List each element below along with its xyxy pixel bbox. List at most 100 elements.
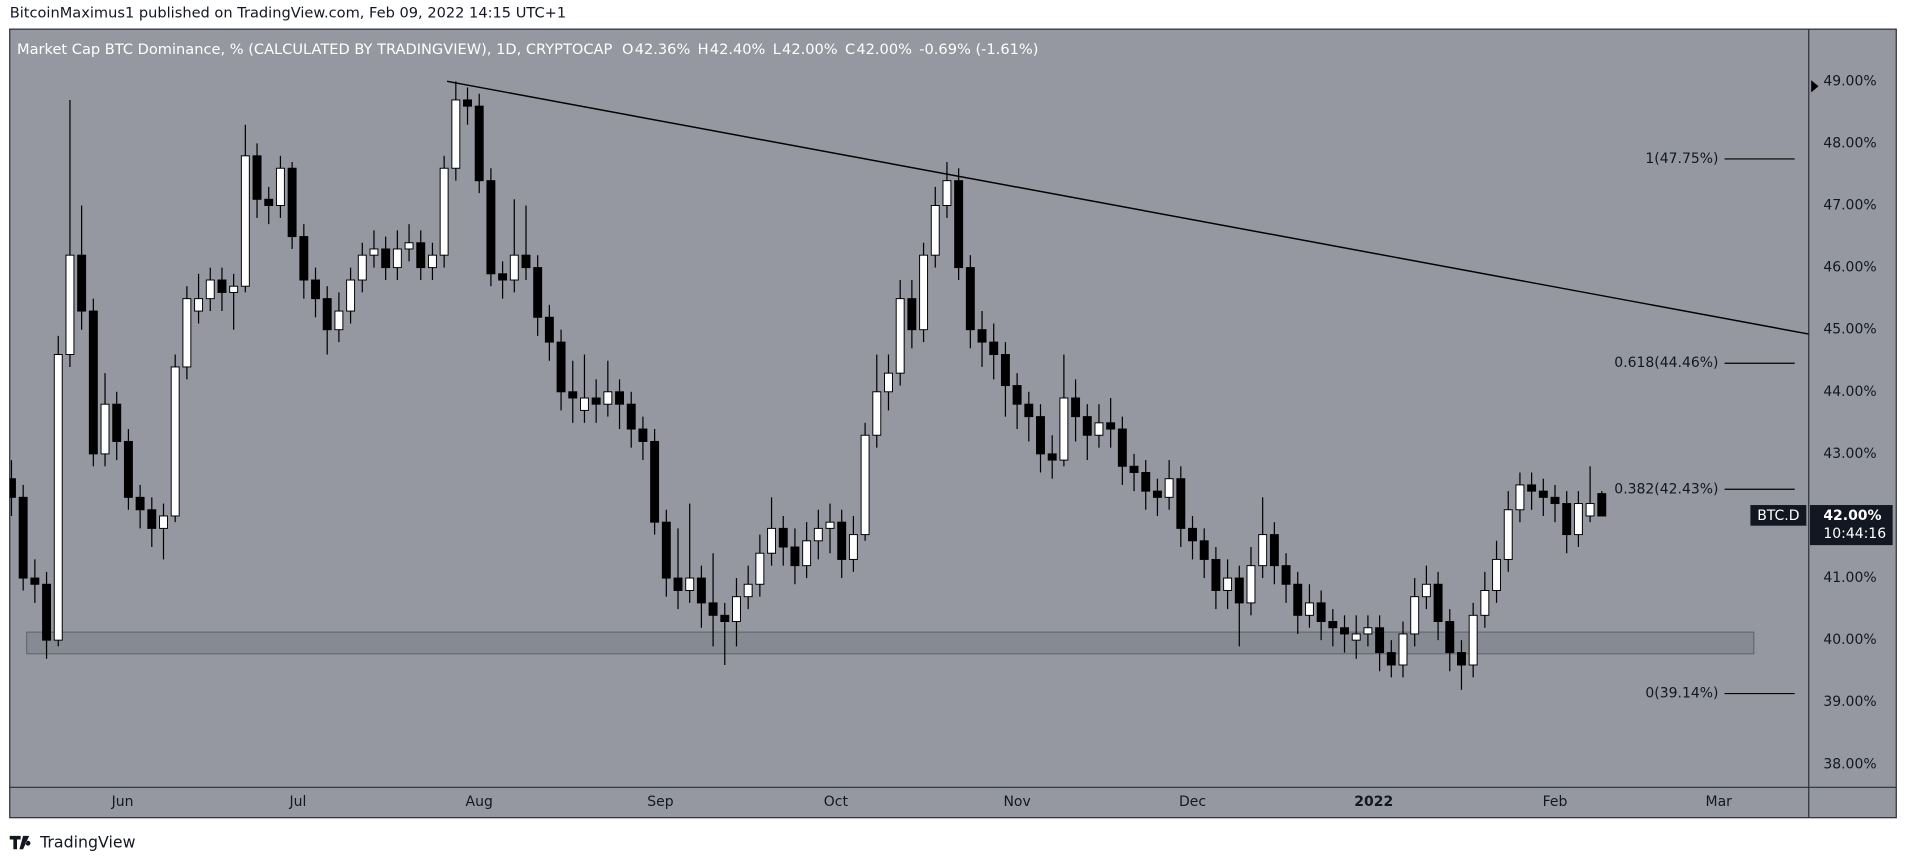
candle-body xyxy=(1538,490,1548,498)
candle-body xyxy=(778,527,788,548)
candle-body xyxy=(732,596,741,623)
candle-body xyxy=(907,298,917,331)
candle-body xyxy=(322,298,332,331)
candle-body xyxy=(1176,478,1186,529)
chart-panel xyxy=(9,28,1897,819)
candle-body xyxy=(1223,577,1233,591)
candle-body xyxy=(790,546,800,567)
candle-body xyxy=(65,254,75,356)
candle-body xyxy=(1036,416,1045,455)
candle-body xyxy=(661,521,671,579)
candle-body xyxy=(965,267,975,331)
y-tick-label: 49.00% xyxy=(1823,73,1876,89)
y-tick-label: 48.00% xyxy=(1823,135,1876,151)
candle-body xyxy=(9,478,16,498)
ohlc-value: 42.40% xyxy=(710,41,766,58)
candle-body xyxy=(1129,465,1139,473)
candle-body xyxy=(848,534,858,560)
candle-body xyxy=(813,527,823,542)
ohlc-key: L xyxy=(773,41,782,58)
candle-body xyxy=(825,521,835,529)
candle-body xyxy=(579,397,589,411)
candle-body xyxy=(1234,577,1244,604)
candle-body xyxy=(381,248,391,269)
candle-body xyxy=(1433,583,1443,623)
x-tick-label: 2022 xyxy=(1354,794,1393,810)
candle-body xyxy=(77,254,87,312)
candle-body xyxy=(1071,397,1081,418)
x-tick-label: Feb xyxy=(1543,794,1568,810)
candle-body xyxy=(1164,478,1174,498)
candle-body xyxy=(930,205,940,256)
candle-body xyxy=(720,614,730,623)
countdown: 10:44:16 xyxy=(1823,526,1886,542)
candle-body xyxy=(474,105,484,182)
candle-body xyxy=(708,602,718,616)
candle-body xyxy=(159,515,168,529)
candle-body xyxy=(1597,493,1607,517)
candle-body xyxy=(685,577,695,591)
candle-body xyxy=(533,267,543,318)
series-title: Market Cap BTC Dominance, % (CALCULATED … xyxy=(17,41,612,58)
candle-body xyxy=(1480,589,1490,616)
candle-body xyxy=(556,341,566,393)
candle-body xyxy=(895,298,905,374)
price-tag: 42.00% xyxy=(1823,508,1881,524)
candle-body xyxy=(357,254,367,281)
ohlc-value: 42.36% xyxy=(635,41,691,58)
candle-body xyxy=(1141,472,1151,492)
candle-body xyxy=(626,403,636,430)
candle-body xyxy=(1117,428,1127,467)
candle-body xyxy=(1211,558,1221,591)
candle-body xyxy=(1082,416,1092,436)
candle-body xyxy=(1304,602,1314,616)
candle-body xyxy=(42,583,52,641)
candle-body xyxy=(837,521,847,560)
candle-body xyxy=(1258,534,1268,567)
ohlc-value: 42.00% xyxy=(856,41,912,58)
candle-body xyxy=(112,403,122,442)
candle-body xyxy=(942,180,952,206)
candle-body xyxy=(1293,583,1303,616)
y-tick-label: 39.00% xyxy=(1823,694,1876,710)
ohlc-key: O xyxy=(622,41,633,58)
candle-body xyxy=(1445,621,1455,654)
candle-body xyxy=(1188,527,1197,542)
candle-body xyxy=(427,254,437,269)
candle-body xyxy=(591,397,601,405)
candle-body xyxy=(287,167,297,238)
candle-body xyxy=(100,403,110,455)
candle-body xyxy=(170,366,180,517)
fib-label: 1(47.75%) xyxy=(1645,151,1718,167)
x-tick-label: Jun xyxy=(111,794,134,810)
candle-body xyxy=(439,167,449,256)
candle-body xyxy=(1012,385,1022,405)
candle-body xyxy=(1492,558,1502,591)
candle-body xyxy=(229,285,239,293)
x-tick-label: Dec xyxy=(1179,794,1206,810)
candle-body xyxy=(1094,422,1104,436)
fib-label: 0.382(42.43%) xyxy=(1614,481,1718,497)
candle-body xyxy=(1585,503,1595,517)
candle-body xyxy=(1059,397,1069,461)
x-tick-label: Jul xyxy=(289,794,307,810)
candle-body xyxy=(1550,496,1560,505)
candle-body xyxy=(498,273,508,281)
candle-body xyxy=(755,552,765,585)
candle-body xyxy=(404,242,414,250)
candle-body xyxy=(1363,627,1373,635)
candle-body xyxy=(346,279,356,312)
candle-body xyxy=(88,310,98,455)
candle-body xyxy=(311,279,320,300)
price-tag-bg xyxy=(1809,505,1893,546)
candle-body xyxy=(1398,633,1408,666)
y-tick-label: 45.00% xyxy=(1823,322,1876,338)
candle-body xyxy=(463,99,472,107)
candle-body xyxy=(275,167,285,206)
x-tick-label: Mar xyxy=(1706,794,1733,810)
candle-body xyxy=(1375,627,1385,654)
candle-body xyxy=(369,248,379,256)
candle-body xyxy=(954,180,964,269)
candle-body xyxy=(486,180,496,275)
candle-body xyxy=(1503,509,1513,560)
